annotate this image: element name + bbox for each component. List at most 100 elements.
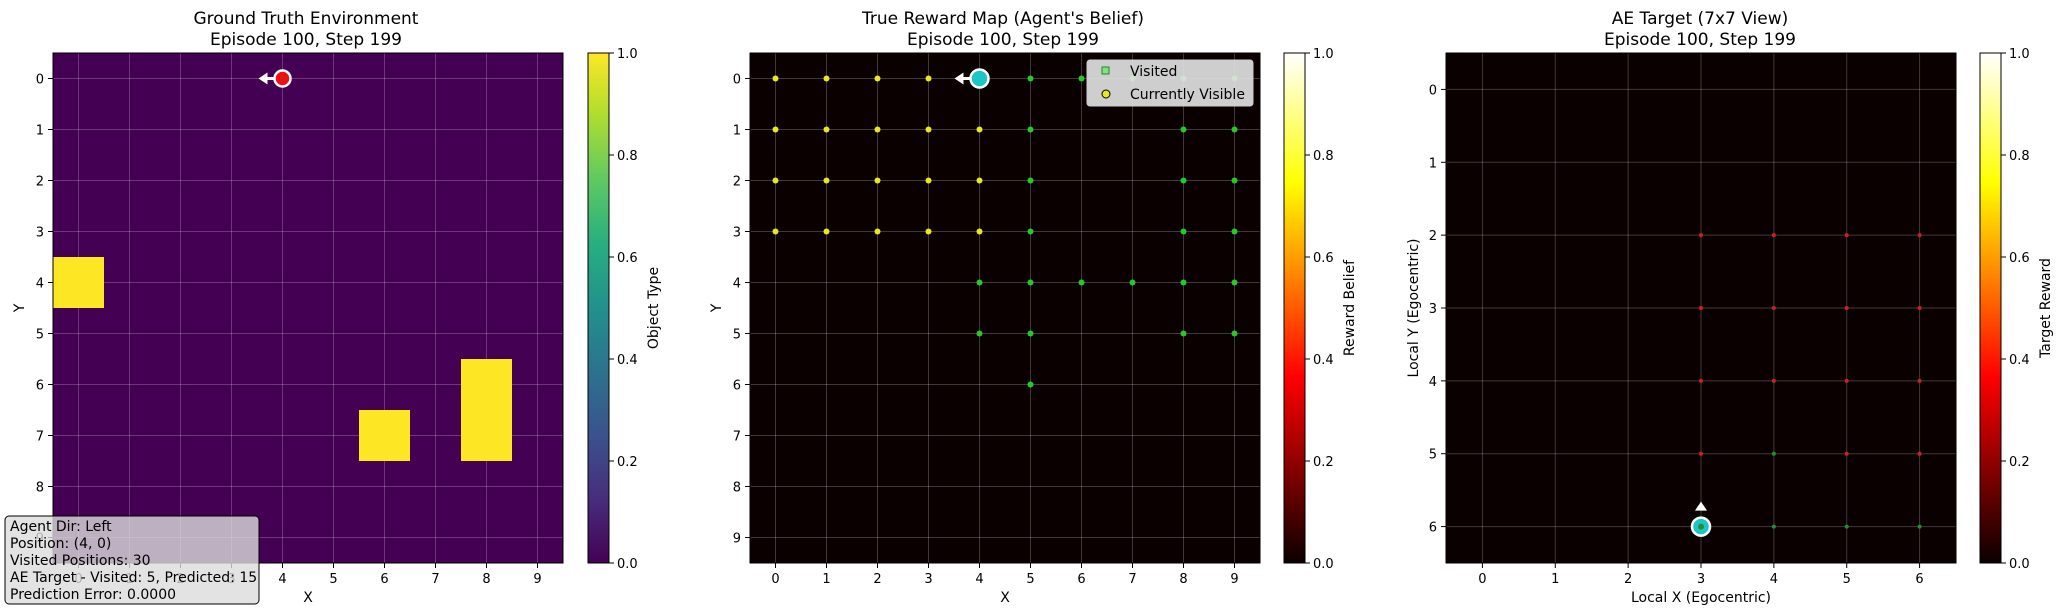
colorbar-tick-label: 0.2: [2009, 455, 2030, 470]
y-tick-label: 0: [1429, 83, 1437, 98]
visited-point: [1180, 279, 1187, 286]
visited-point: [1078, 75, 1085, 82]
visited-point: [1027, 381, 1034, 388]
y-tick-label: 8: [36, 481, 44, 496]
x-tick-label: 5: [1026, 572, 1034, 587]
target-point-red: [1844, 451, 1849, 456]
panel-3-title-line-1: AE Target (7x7 View): [1612, 9, 1788, 29]
y-tick-label: 1: [36, 124, 44, 139]
object-cell: [461, 410, 512, 461]
info-ae-target: AE Target - Visited: 5, Predicted: 15: [10, 570, 257, 586]
visible-point: [976, 177, 983, 184]
x-tick-label: 3: [1697, 572, 1705, 587]
legend-box: [1086, 59, 1254, 107]
y-tick-label: 4: [733, 277, 741, 292]
colorbar-tick-label: 0.4: [1313, 353, 1334, 368]
target-point-green: [1771, 524, 1776, 529]
x-tick-label: 9: [533, 572, 541, 587]
target-point-green: [1844, 524, 1849, 529]
agent-cell-reward-dot: [1698, 523, 1704, 530]
y-tick-label: 7: [36, 430, 44, 445]
panel-2-legend: Visited Currently Visible: [1086, 59, 1254, 107]
y-tick-label: 6: [1429, 521, 1437, 536]
panel-1-y-axis-label: Y: [12, 303, 28, 313]
colorbar-tick-label: 0.0: [2009, 557, 2030, 572]
visited-point: [1231, 228, 1238, 235]
visited-point: [976, 279, 983, 286]
target-point-green: [1917, 524, 1922, 529]
agent-direction-arrow-head: [1695, 501, 1707, 511]
panel-2-x-axis-label: X: [1000, 590, 1010, 606]
panel-3-x-ticks: 0 1 2 3 4 5 6: [1478, 563, 1924, 587]
y-tick-label: 5: [36, 328, 44, 343]
colorbar-tick-label: 0.0: [617, 557, 638, 572]
x-tick-label: 1: [1551, 572, 1559, 587]
colorbar-tick-label: 1.0: [617, 47, 638, 62]
panel-1-info-box: [4, 515, 260, 605]
y-tick-label: 6: [733, 379, 741, 394]
info-position: Position: (4, 0): [10, 536, 111, 552]
panel-2-y-ticks: 0 1 2 3 4 5 6 7 8 9: [733, 73, 750, 547]
y-tick-label: 2: [1429, 229, 1437, 244]
y-tick-label: 7: [733, 430, 741, 445]
x-tick-label: 4: [278, 572, 286, 587]
panel-2-plot-frame: [749, 52, 1261, 564]
y-tick-label: 3: [1429, 302, 1437, 317]
visited-point: [1078, 279, 1085, 286]
visible-point: [925, 126, 932, 133]
info-visited-positions: Visited Positions: 30: [10, 553, 151, 569]
panel-1-plot-frame: [52, 52, 564, 564]
y-tick-label: 1: [733, 124, 741, 139]
x-tick-label: 1: [822, 572, 830, 587]
panel-1-title-line-1: Ground Truth Environment: [194, 9, 419, 29]
legend-visible-marker: [1101, 89, 1111, 99]
agent-direction-arrow-head: [258, 72, 268, 85]
target-point-red: [1771, 306, 1776, 310]
panel-3-colorbar: [1979, 52, 2002, 564]
x-tick-label: 6: [380, 572, 388, 587]
visited-point: [1180, 177, 1187, 184]
y-tick-label: 5: [733, 328, 741, 343]
panel-2-title-line-1: True Reward Map (Agent's Belief): [861, 9, 1144, 29]
colorbar-tick-label: 1.0: [2009, 47, 2030, 62]
colorbar-tick-label: 0.2: [1313, 455, 1334, 470]
panel-1-title-line-2: Episode 100, Step 199: [210, 30, 402, 50]
info-agent-dir: Agent Dir: Left: [10, 519, 112, 535]
y-tick-label: 3: [733, 226, 741, 241]
visible-point: [823, 126, 830, 133]
info-prediction-error: Prediction Error: 0.0000: [10, 587, 176, 603]
colorbar-tick-label: 0.8: [617, 149, 638, 164]
x-tick-label: 7: [431, 572, 439, 587]
legend-visited-label: Visited: [1130, 64, 1177, 80]
colorbar-tick-label: 0.6: [617, 251, 638, 266]
object-cell: [359, 410, 410, 461]
y-tick-label: 9: [733, 532, 741, 547]
panel-2-title-line-2: Episode 100, Step 199: [907, 30, 1099, 50]
visible-point: [874, 177, 881, 184]
visited-point: [1180, 228, 1187, 235]
agent-marker: [969, 68, 990, 89]
visited-point: [1027, 330, 1034, 337]
visible-point: [823, 177, 830, 184]
visible-point: [925, 177, 932, 184]
panel-3-y-axis-label: Local Y (Egocentric): [1406, 239, 1422, 378]
y-tick-label: 3: [36, 226, 44, 241]
ae-target-panel: AE Target (7x7 View) Episode 100, Step 1…: [1406, 9, 2054, 606]
panel-3-colorbar-ticks: 0.0 0.2 0.4 0.6 0.8 1.0: [2001, 47, 2030, 572]
x-tick-label: 4: [1770, 572, 1778, 587]
visited-point: [976, 330, 983, 337]
y-tick-label: 5: [1429, 448, 1437, 463]
panel-2-grid: [750, 53, 1260, 563]
colorbar-tick-label: 0.0: [1313, 557, 1334, 572]
object-cell: [53, 257, 104, 308]
x-tick-label: 3: [924, 572, 932, 587]
target-point-red: [1699, 451, 1703, 456]
visible-point: [772, 126, 779, 133]
visited-point: [1231, 279, 1238, 286]
y-tick-label: 6: [36, 379, 44, 394]
x-tick-label: 6: [1915, 572, 1923, 587]
colorbar-tick-label: 0.8: [2009, 149, 2030, 164]
panel-2-x-ticks: 0 1 2 3 4 5 6 7 8 9: [771, 563, 1239, 587]
